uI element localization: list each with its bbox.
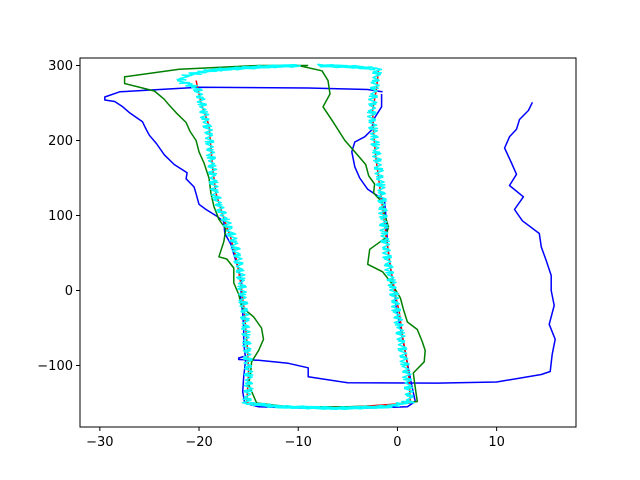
series-2-line xyxy=(237,101,556,384)
y-tick-label: 300 xyxy=(48,59,73,74)
x-axis: −30 −20 −10 0 10 xyxy=(86,427,505,450)
plot-frame xyxy=(79,57,577,428)
y-tick-label: 100 xyxy=(48,209,73,224)
y-axis: −100 0 100 200 300 xyxy=(37,59,80,374)
y-tick-label: 200 xyxy=(48,134,73,149)
series-layer xyxy=(104,63,556,410)
x-tick-label: 10 xyxy=(488,435,505,450)
series-5-line xyxy=(176,63,415,410)
y-tick-label: −100 xyxy=(37,359,73,374)
x-tick-label: −20 xyxy=(185,435,212,450)
x-tick-label: −30 xyxy=(86,435,113,450)
x-tick-label: −10 xyxy=(285,435,312,450)
y-tick-label: 0 xyxy=(65,284,73,299)
x-tick-label: 0 xyxy=(393,435,401,450)
